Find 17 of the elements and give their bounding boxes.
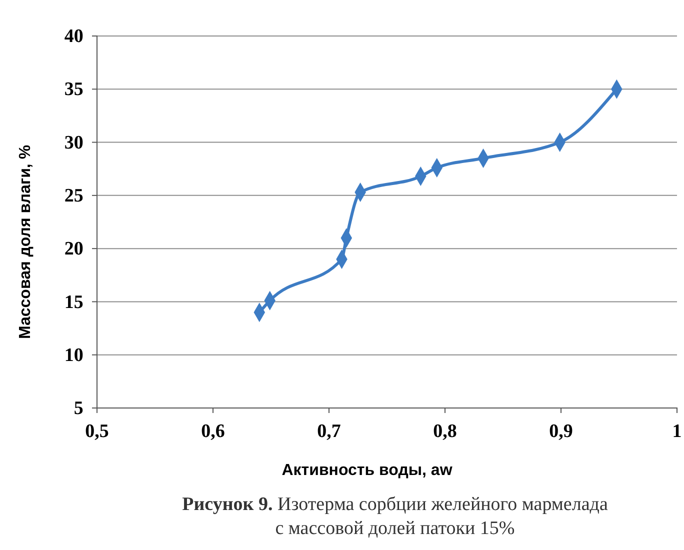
text: Рисунок 9. Изотерма сорбции желейного мармелада с массовой долей патоки 15%	[182, 494, 608, 539]
y-tick-label: 5	[74, 398, 84, 420]
x-tick-label: 0,5	[85, 420, 109, 442]
x-axis-title: Активность воды, aw	[282, 462, 453, 479]
y-tick-label: 30	[64, 132, 84, 154]
y-axis-title: Массовая доля влаги, %	[17, 144, 34, 340]
y-tick-label: 25	[64, 186, 84, 207]
y-tick-label: 20	[64, 238, 84, 260]
x-tick-label: 0,7	[317, 420, 342, 442]
y-tick-label: 10	[64, 344, 84, 366]
x-tick-label: 0,9	[549, 420, 573, 442]
x-tick-label: 0,6	[201, 420, 225, 442]
x-tick-label: 0,8	[433, 420, 457, 442]
y-tick-label: 15	[64, 292, 84, 313]
y-tick-label: 40	[64, 26, 84, 48]
x-tick-label: 1	[672, 420, 682, 442]
y-tick-label: 35	[64, 79, 84, 100]
